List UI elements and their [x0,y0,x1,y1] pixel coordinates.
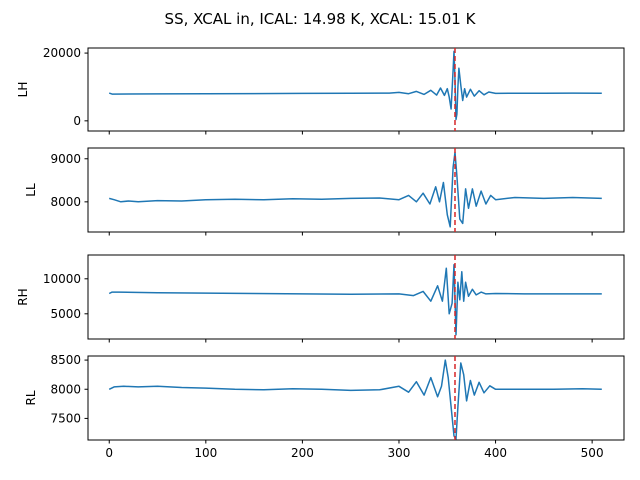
subplot-rl-ytick-label: 7500 [50,411,81,425]
subplot-lh-series-0-line [108,50,602,121]
subplot-lh-ylabel: LH [16,82,30,98]
subplot-ll: 8000 9000 LL [24,147,625,236]
subplot-rl-frame [87,355,625,441]
subplot-rl-ytick-label: 8000 [50,382,81,396]
subplot-rh-ytick-label: 5000 [50,307,81,321]
subplot-rl-xtick-label: 100 [194,446,217,460]
subplot-rl-xtick-label: 300 [388,446,411,460]
subplot-rh-ylabel: RH [16,288,30,305]
subplot-ll-ylabel: LL [24,183,38,197]
subplot-rl-ytick-label: 8500 [50,353,81,367]
subplot-lh-frame [87,47,625,132]
subplot-rl-xtick-label: 200 [291,446,314,460]
subplot-rh-ytick-label: 10000 [43,272,81,286]
subplot-rl-xtick-label: 500 [581,446,604,460]
subplot-ll-series-0-line [109,151,602,228]
subplot-rl-ylabel: RL [24,390,38,405]
subplot-rl-xtick-label: 0 [105,446,113,460]
subplot-rh: 5000 10000 RH [16,254,625,343]
subplot-rl: 7500 8000 8500 0 100 200 300 400 500 RL [24,353,625,460]
subplot-ll-ytick-label: 8000 [50,195,81,209]
subplot-rh-series-0-line [108,264,602,336]
subplot-lh-ytick-label: 0 [73,114,81,128]
subplot-lh-ytick-label: 20000 [43,46,81,60]
subplot-rh-frame [87,254,625,340]
subplot-rl-series-0-line [108,359,602,440]
subplot-ll-frame [87,147,625,233]
subplot-ll-ytick-label: 9000 [50,152,81,166]
subplot-rl-xtick-label: 400 [484,446,507,460]
chart-title: SS, XCAL in, ICAL: 14.98 K, XCAL: 15.01 … [165,10,477,28]
subplot-lh: 0 20000 LH [16,46,625,135]
